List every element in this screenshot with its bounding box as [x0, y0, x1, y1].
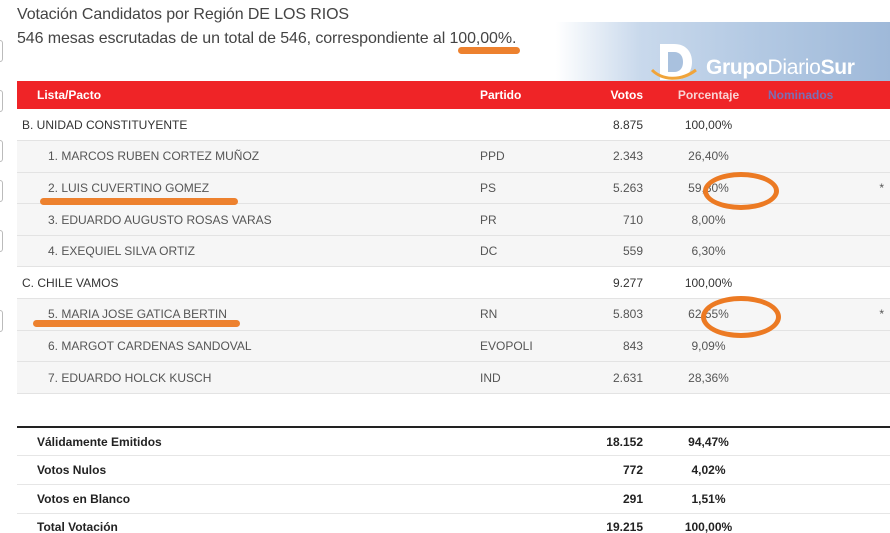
candidate-row: 5. MARIA JOSE GATICA BERTIN RN 5.803 62,55%…: [17, 298, 890, 331]
summary-percentage: 100,00%: [649, 513, 768, 533]
row-nominated: *: [768, 298, 890, 331]
page-title: Votación Candidatos por Región DE LOS RI…: [17, 6, 349, 23]
page-subtitle: 546 mesas escrutadas de un total de 546,…: [17, 30, 517, 47]
row-votes: 2.343: [573, 140, 649, 173]
candidate-row: 7. EDUARDO HOLCK KUSCH IND 2.631 28,36%: [17, 361, 890, 394]
row-name: 1. MARCOS RUBEN CORTEZ MUÑOZ: [17, 140, 463, 173]
summary-label: Votos en Blanco: [17, 484, 463, 514]
candidate-row: 3. EDUARDO AUGUSTO ROSAS VARAS PR 710 8,00%: [17, 203, 890, 236]
summary-spacer: [463, 513, 573, 533]
row-name: 5. MARIA JOSE GATICA BERTIN: [17, 298, 463, 331]
row-party: DC: [463, 235, 573, 268]
summary-label: Votos Nulos: [17, 455, 463, 485]
row-votes: 559: [573, 235, 649, 268]
summary-spacer: [463, 427, 573, 457]
row-name: 2. LUIS CUVERTINO GOMEZ: [17, 172, 463, 205]
row-name: B. UNIDAD CONSTITUYENTE: [17, 109, 463, 142]
row-nominated: [768, 109, 890, 142]
summary-label: Válidamente Emitidos: [17, 427, 463, 457]
row-percentage: 100,00%: [649, 266, 768, 300]
row-votes: 5.263: [573, 172, 649, 205]
summary-percentage: 4,02%: [649, 455, 768, 485]
row-nominated: [768, 361, 890, 394]
candidate-row: 2. LUIS CUVERTINO GOMEZ PS 5.263 59,30% *: [17, 172, 890, 205]
row-name: 4. EXEQUIEL SILVA ORTIZ: [17, 235, 463, 268]
row-name: C. CHILE VAMOS: [17, 266, 463, 300]
row-percentage: 26,40%: [649, 140, 768, 173]
col-lista-pacto[interactable]: Lista/Pacto: [17, 81, 463, 109]
row-percentage: 9,09%: [649, 330, 768, 363]
row-percentage: 62,55%: [649, 298, 768, 331]
candidate-row: 6. MARGOT CARDENAS SANDOVAL EVOPOLI 843 9,0…: [17, 330, 890, 363]
row-party: [463, 266, 573, 300]
row-party: PPD: [463, 140, 573, 173]
row-name: 6. MARGOT CARDENAS SANDOVAL: [17, 330, 463, 363]
row-party: RN: [463, 298, 573, 331]
row-name: 7. EDUARDO HOLCK KUSCH: [17, 361, 463, 394]
row-votes: 710: [573, 203, 649, 236]
logo-mark-icon: [650, 40, 698, 84]
row-party: IND: [463, 361, 573, 394]
summary-spacer: [768, 484, 890, 514]
row-percentage: 8,00%: [649, 203, 768, 236]
left-edge-tabs: [0, 0, 3, 533]
summary-votes: 772: [573, 455, 649, 485]
row-nominated: [768, 140, 890, 173]
row-nominated: [768, 330, 890, 363]
summary-row: Votos en Blanco 291 1,51%: [17, 484, 890, 514]
summary-table: Válidamente Emitidos 18.152 94,47% Votos Nu…: [17, 426, 890, 533]
row-percentage: 28,36%: [649, 361, 768, 394]
candidate-row: 4. EXEQUIEL SILVA ORTIZ DC 559 6,30%: [17, 235, 890, 268]
row-party: PR: [463, 203, 573, 236]
summary-spacer: [768, 513, 890, 533]
col-porcentaje[interactable]: Porcentaje: [649, 81, 768, 109]
results-table: Lista/Pacto Partido Votos Porcentaje Nom…: [17, 81, 890, 394]
row-votes: 2.631: [573, 361, 649, 394]
row-party: [463, 109, 573, 142]
summary-body: Válidamente Emitidos 18.152 94,47% Votos Nu…: [17, 427, 890, 533]
summary-votes: 18.152: [573, 427, 649, 457]
summary-label: Total Votación: [17, 513, 463, 533]
summary-percentage: 94,47%: [649, 427, 768, 457]
brand-logo[interactable]: GrupoDiarioSur: [650, 40, 855, 84]
candidate-row: 1. MARCOS RUBEN CORTEZ MUÑOZ PPD 2.343 26,4…: [17, 140, 890, 173]
summary-row: Válidamente Emitidos 18.152 94,47%: [17, 427, 890, 457]
summary-row: Votos Nulos 772 4,02%: [17, 455, 890, 485]
row-party: EVOPOLI: [463, 330, 573, 363]
row-votes: 5.803: [573, 298, 649, 331]
results-body: B. UNIDAD CONSTITUYENTE 8.875 100,00% 1. MA…: [17, 109, 890, 394]
row-percentage: 6,30%: [649, 235, 768, 268]
row-party: PS: [463, 172, 573, 205]
results-header-row: Lista/Pacto Partido Votos Porcentaje Nom…: [17, 81, 890, 109]
row-votes: 843: [573, 330, 649, 363]
row-nominated: [768, 266, 890, 300]
row-nominated: *: [768, 172, 890, 205]
summary-percentage: 1,51%: [649, 484, 768, 514]
summary-votes: 19.215: [573, 513, 649, 533]
summary-spacer: [463, 455, 573, 485]
summary-spacer: [768, 455, 890, 485]
summary-votes: 291: [573, 484, 649, 514]
summary-spacer: [463, 484, 573, 514]
logo-wordmark: GrupoDiarioSur: [706, 56, 855, 79]
col-votos[interactable]: Votos: [573, 81, 649, 109]
row-nominated: [768, 235, 890, 268]
row-percentage: 59,30%: [649, 172, 768, 205]
row-votes: 8.875: [573, 109, 649, 142]
col-partido[interactable]: Partido: [463, 81, 573, 109]
pact-row: B. UNIDAD CONSTITUYENTE 8.875 100,00%: [17, 109, 890, 142]
row-votes: 9.277: [573, 266, 649, 300]
pact-row: C. CHILE VAMOS 9.277 100,00%: [17, 266, 890, 300]
summary-row: Total Votación 19.215 100,00%: [17, 513, 890, 533]
col-nominados[interactable]: Nominados: [768, 81, 890, 109]
logo-banner: [556, 22, 890, 90]
highlight-underline-percent: [458, 47, 520, 54]
row-name: 3. EDUARDO AUGUSTO ROSAS VARAS: [17, 203, 463, 236]
row-nominated: [768, 203, 890, 236]
row-percentage: 100,00%: [649, 109, 768, 142]
summary-spacer: [768, 427, 890, 457]
